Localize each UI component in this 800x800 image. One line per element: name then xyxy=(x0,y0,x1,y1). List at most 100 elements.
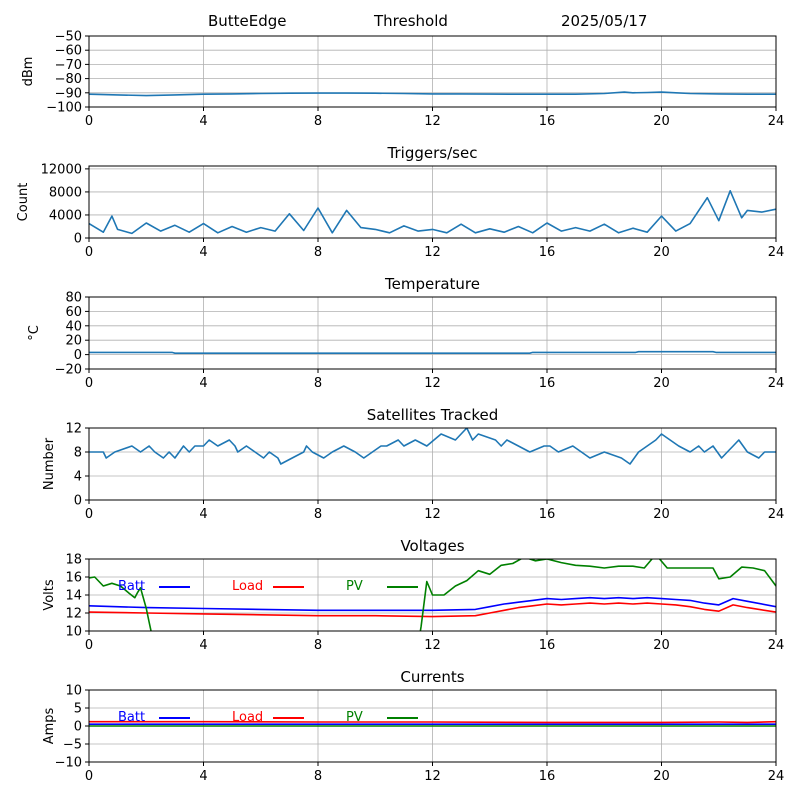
x-tick-label: 16 xyxy=(539,507,556,522)
x-tick-label: 8 xyxy=(314,114,322,129)
x-tick-label: 12 xyxy=(424,114,441,129)
series-group xyxy=(89,559,776,631)
x-tick-label: 0 xyxy=(85,245,93,260)
y-tick-label: 0 xyxy=(74,348,82,363)
chart-title: Temperature xyxy=(384,275,480,293)
y-tick-label: 4 xyxy=(74,470,82,485)
x-tick-label: 8 xyxy=(314,245,322,260)
x-tick-label: 4 xyxy=(199,507,207,522)
legend-label-batt: Batt xyxy=(118,579,145,594)
y-tick-label: −5 xyxy=(63,738,82,753)
chart-title: Satellites Tracked xyxy=(367,406,498,424)
x-tick-label: 4 xyxy=(199,114,207,129)
x-tick-label: 8 xyxy=(314,769,322,784)
x-tick-label: 16 xyxy=(539,376,556,391)
x-tick-label: 0 xyxy=(85,376,93,391)
x-tick-label: 24 xyxy=(768,245,785,260)
x-tick-label: 24 xyxy=(768,638,785,653)
x-tick-label: 24 xyxy=(768,376,785,391)
legend-label-pv: PV xyxy=(346,710,363,725)
x-tick-label: 24 xyxy=(768,769,785,784)
legend-label-load: Load xyxy=(232,579,263,594)
x-tick-label: 20 xyxy=(653,638,670,653)
chart-panel-4: 0 4 8 12 16 20 24 10 12 14 16 18 Voltages Volts Batt Lo… xyxy=(42,537,784,653)
series-line-pv xyxy=(89,559,776,631)
y-tick-label: 4000 xyxy=(49,208,82,223)
x-tick-label: 0 xyxy=(85,114,93,129)
x-tick-label: 4 xyxy=(199,769,207,784)
x-tick-label: 8 xyxy=(314,507,322,522)
x-tick-label: 16 xyxy=(539,638,556,653)
y-tick-label: 8 xyxy=(74,446,82,461)
y-tick-label: 5 xyxy=(74,702,82,717)
y-tick-label: 18 xyxy=(65,553,82,568)
x-tick-label: 12 xyxy=(424,376,441,391)
x-tick-label: 4 xyxy=(199,638,207,653)
y-tick-label: −100 xyxy=(46,101,82,116)
x-tick-label: 16 xyxy=(539,245,556,260)
chart-title: Currents xyxy=(400,668,464,686)
y-axis-label: Number xyxy=(42,437,57,490)
series-line xyxy=(89,91,776,97)
x-tick-label: 0 xyxy=(85,638,93,653)
header-date: 2025/05/17 xyxy=(561,12,648,30)
x-tick-label: 20 xyxy=(653,245,670,260)
y-tick-label: −20 xyxy=(55,363,82,378)
y-tick-label: −10 xyxy=(55,756,82,771)
x-tick-label: 20 xyxy=(653,507,670,522)
x-tick-label: 0 xyxy=(85,507,93,522)
y-tick-label: 0 xyxy=(74,494,82,509)
x-tick-label: 24 xyxy=(768,507,785,522)
series-group xyxy=(89,350,776,355)
x-tick-label: 12 xyxy=(424,638,441,653)
x-tick-label: 8 xyxy=(314,376,322,391)
x-tick-label: 20 xyxy=(653,769,670,784)
series-group xyxy=(89,720,776,727)
y-tick-label: 0 xyxy=(74,232,82,247)
y-tick-label: 0 xyxy=(74,720,82,735)
y-tick-label: 16 xyxy=(65,571,82,586)
y-tick-label: −50 xyxy=(55,30,82,45)
y-axis-label: °C xyxy=(27,325,42,341)
legend-label-batt: Batt xyxy=(118,710,145,725)
x-tick-label: 8 xyxy=(314,638,322,653)
y-axis-label: Amps xyxy=(42,707,57,744)
x-tick-label: 0 xyxy=(85,769,93,784)
legend-label-load: Load xyxy=(232,710,263,725)
x-tick-label: 16 xyxy=(539,769,556,784)
legend-label-pv: PV xyxy=(346,579,363,594)
y-tick-label: −70 xyxy=(55,58,82,73)
header-station: ButteEdge xyxy=(208,12,287,30)
series-line-batt xyxy=(89,596,776,612)
series-group xyxy=(89,428,776,465)
y-axis-label: Count xyxy=(16,183,31,222)
series-group xyxy=(89,190,776,235)
x-tick-label: 20 xyxy=(653,114,670,129)
x-tick-label: 24 xyxy=(768,114,785,129)
x-tick-label: 12 xyxy=(424,245,441,260)
y-tick-label: −60 xyxy=(55,44,82,59)
series-line-load xyxy=(89,602,776,618)
x-tick-label: 16 xyxy=(539,114,556,129)
y-tick-label: 12 xyxy=(65,607,82,622)
y-tick-label: 10 xyxy=(65,684,82,699)
y-axis-label: dBm xyxy=(21,57,36,87)
x-tick-label: 4 xyxy=(199,245,207,260)
series-line-load xyxy=(89,720,776,724)
y-tick-label: 40 xyxy=(65,319,82,334)
chart-panel-1: 0 4 8 12 16 20 24 0 4000 8000 12000 Triggers/sec Cou… xyxy=(16,144,784,260)
y-axis-label: Volts xyxy=(42,579,57,611)
x-tick-label: 12 xyxy=(424,769,441,784)
series-line xyxy=(89,190,776,235)
y-tick-label: 14 xyxy=(65,589,82,604)
y-tick-label: 20 xyxy=(65,334,82,349)
y-tick-label: 8000 xyxy=(49,185,82,200)
x-tick-label: 20 xyxy=(653,376,670,391)
y-tick-label: 12000 xyxy=(41,162,82,177)
x-tick-label: 4 xyxy=(199,376,207,391)
chart-title: Triggers/sec xyxy=(387,144,478,162)
chart-panel-0: 0 4 8 12 16 20 24 −100−90−80−70−60−50 dBm xyxy=(21,30,784,130)
y-tick-label: −90 xyxy=(55,86,82,101)
